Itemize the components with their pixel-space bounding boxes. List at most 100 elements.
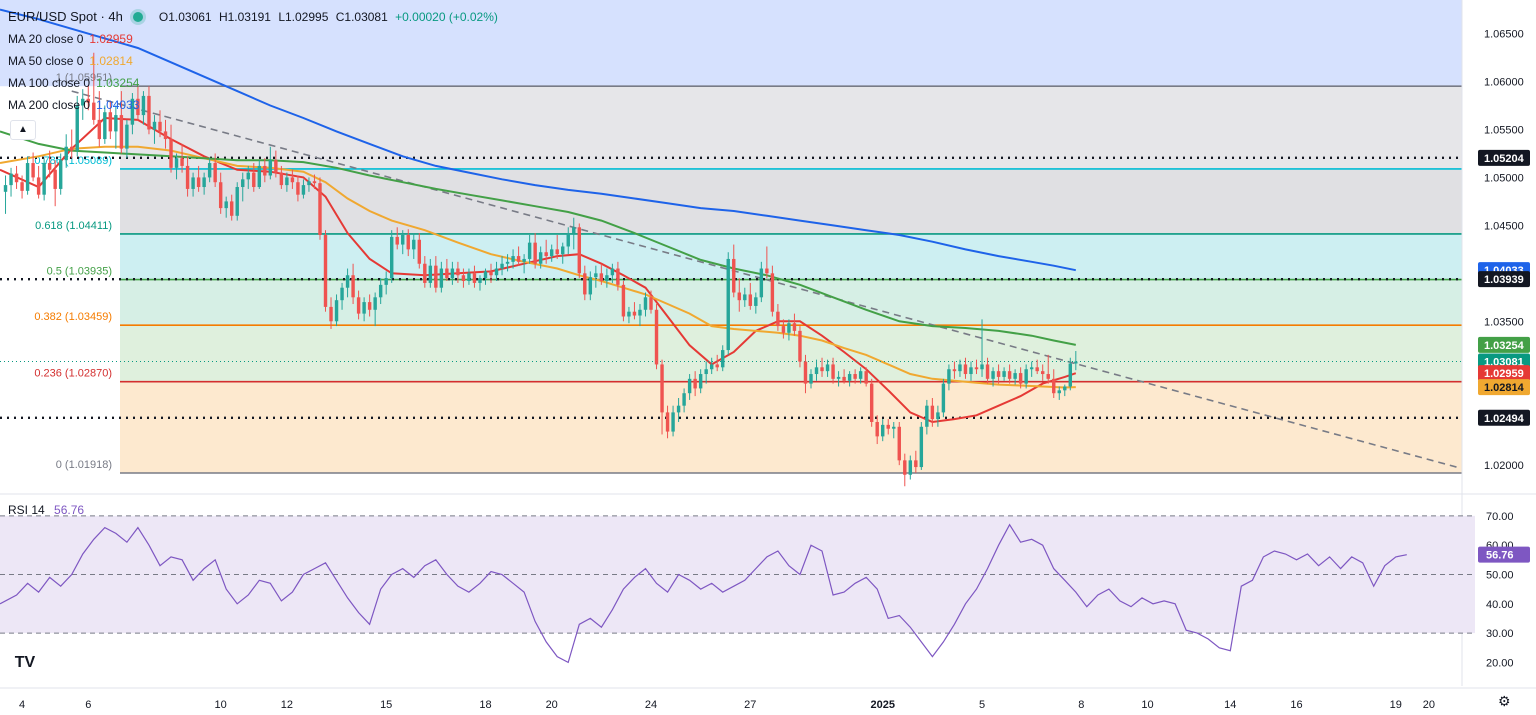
- candle[interactable]: [869, 378, 874, 427]
- candle[interactable]: [925, 399, 929, 435]
- candle[interactable]: [787, 319, 791, 341]
- candle[interactable]: [561, 242, 565, 264]
- candle[interactable]: [809, 369, 813, 389]
- candle[interactable]: [963, 357, 968, 379]
- candle[interactable]: [996, 364, 1001, 384]
- candle[interactable]: [682, 388, 686, 413]
- candle[interactable]: [97, 91, 102, 147]
- candle[interactable]: [538, 246, 543, 269]
- candle[interactable]: [417, 233, 422, 269]
- candle[interactable]: [1063, 384, 1067, 397]
- candle[interactable]: [500, 256, 504, 276]
- candle[interactable]: [792, 313, 797, 336]
- candle[interactable]: [434, 256, 438, 293]
- candle[interactable]: [119, 91, 124, 154]
- candle[interactable]: [152, 115, 157, 144]
- candle[interactable]: [776, 304, 780, 331]
- candle[interactable]: [158, 110, 162, 138]
- candle[interactable]: [406, 229, 410, 257]
- candle[interactable]: [489, 263, 493, 283]
- symbol-title[interactable]: EUR/USD Spot · 4h: [8, 9, 123, 24]
- candle[interactable]: [798, 326, 802, 368]
- candle[interactable]: [252, 163, 256, 192]
- candle[interactable]: [527, 234, 532, 264]
- tradingview-logo-icon[interactable]: TV: [10, 652, 40, 674]
- candle[interactable]: [14, 165, 19, 189]
- candle[interactable]: [958, 359, 962, 377]
- candle[interactable]: [412, 233, 416, 259]
- candle[interactable]: [566, 227, 570, 255]
- candle[interactable]: [649, 290, 653, 314]
- candle[interactable]: [323, 230, 328, 312]
- candle[interactable]: [836, 371, 841, 387]
- candle[interactable]: [70, 129, 74, 159]
- candle[interactable]: [25, 156, 30, 195]
- candle[interactable]: [743, 287, 747, 307]
- candle[interactable]: [141, 91, 146, 125]
- rsi-value-badge[interactable]: 56.76: [1478, 546, 1530, 563]
- candle[interactable]: [53, 160, 57, 207]
- candle[interactable]: [174, 153, 179, 180]
- candle[interactable]: [373, 292, 377, 327]
- candle[interactable]: [709, 357, 714, 375]
- candle[interactable]: [202, 172, 206, 195]
- candle[interactable]: [853, 369, 857, 384]
- legend-ma20[interactable]: MA 20 close 0 1.02959: [8, 28, 502, 50]
- candle[interactable]: [505, 254, 510, 272]
- candle[interactable]: [831, 357, 835, 384]
- candle[interactable]: [1035, 359, 1039, 375]
- candle[interactable]: [136, 86, 140, 120]
- candle[interactable]: [952, 361, 957, 379]
- candle[interactable]: [307, 177, 311, 192]
- candle[interactable]: [616, 261, 620, 291]
- candle[interactable]: [516, 246, 521, 266]
- candle[interactable]: [886, 419, 890, 435]
- candle[interactable]: [169, 124, 173, 173]
- candle[interactable]: [103, 105, 107, 144]
- candle[interactable]: [698, 369, 703, 394]
- price-badge[interactable]: 1.03254: [1478, 336, 1530, 353]
- candle[interactable]: [31, 152, 35, 182]
- candle[interactable]: [638, 304, 642, 327]
- candle[interactable]: [892, 421, 896, 439]
- candle[interactable]: [274, 150, 278, 178]
- candle[interactable]: [754, 292, 758, 314]
- candle[interactable]: [86, 85, 90, 111]
- candle[interactable]: [345, 268, 350, 298]
- candle[interactable]: [384, 271, 388, 295]
- candle[interactable]: [627, 306, 631, 324]
- candle[interactable]: [478, 275, 482, 291]
- candle[interactable]: [92, 52, 96, 125]
- legend-ma200[interactable]: MA 200 close 0 1.04033: [8, 94, 502, 116]
- candle[interactable]: [825, 359, 830, 377]
- candle[interactable]: [1057, 386, 1061, 400]
- candle[interactable]: [64, 134, 68, 168]
- candle[interactable]: [290, 169, 295, 189]
- candle[interactable]: [263, 158, 267, 183]
- candle[interactable]: [660, 359, 664, 435]
- candle[interactable]: [1046, 354, 1050, 384]
- candle[interactable]: [285, 172, 289, 192]
- candle[interactable]: [610, 263, 615, 283]
- candle[interactable]: [897, 421, 901, 466]
- candle[interactable]: [218, 172, 223, 214]
- candle[interactable]: [875, 415, 879, 445]
- candle[interactable]: [47, 150, 52, 178]
- candle[interactable]: [1029, 361, 1034, 377]
- candle[interactable]: [312, 174, 317, 189]
- candle[interactable]: [389, 230, 394, 283]
- candle[interactable]: [555, 234, 559, 259]
- candle[interactable]: [130, 93, 135, 135]
- candle[interactable]: [472, 265, 477, 288]
- candle[interactable]: [858, 367, 863, 384]
- candle[interactable]: [941, 378, 946, 418]
- candle[interactable]: [439, 261, 444, 293]
- candle[interactable]: [9, 167, 13, 197]
- candle[interactable]: [903, 453, 907, 487]
- candle[interactable]: [147, 86, 151, 135]
- candle[interactable]: [820, 357, 824, 377]
- candle[interactable]: [632, 302, 637, 320]
- candle[interactable]: [803, 354, 808, 394]
- candle[interactable]: [423, 256, 427, 288]
